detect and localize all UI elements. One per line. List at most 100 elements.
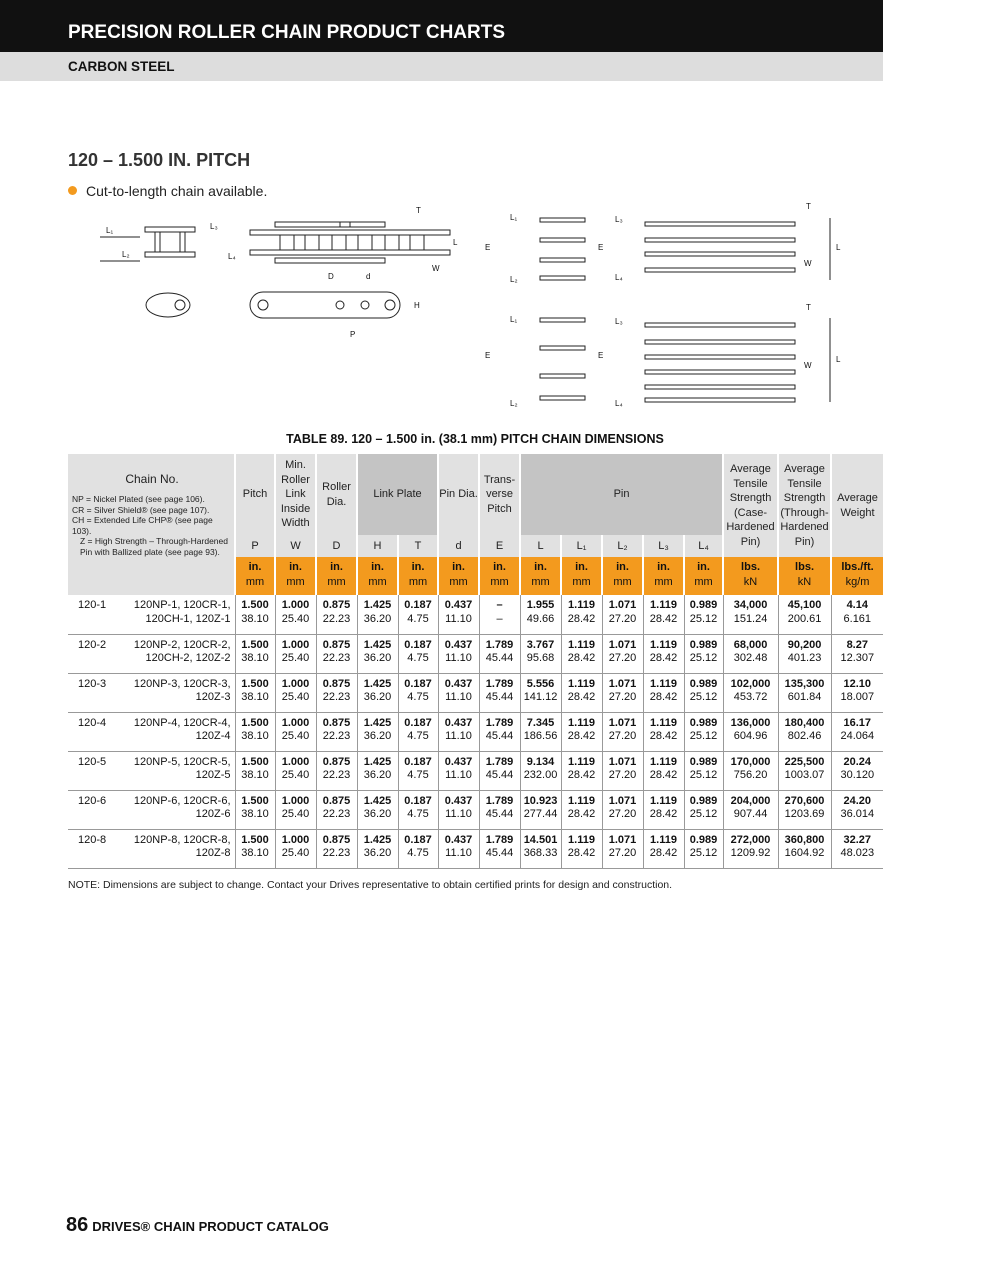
unit-cell: in. mm [642, 557, 685, 595]
value-cell: 32.27 48.023 [830, 829, 884, 869]
value-cell: 1.119 28.42 [560, 634, 603, 674]
value-cell: 1.425 36.20 [356, 634, 399, 674]
unit-cell: in. mm [601, 557, 644, 595]
chain-no: 120-4 [68, 712, 125, 752]
footer-title: DRIVES® CHAIN PRODUCT CATALOG [92, 1219, 329, 1234]
transverse-header: Trans-verse Pitch [478, 454, 521, 535]
value-cell: 1.955 49.66 [519, 595, 562, 635]
value-cell: 1.071 27.20 [601, 712, 644, 752]
value-cell: 1.425 36.20 [356, 673, 399, 713]
label-l4: L₄ [228, 252, 236, 261]
value-cell: – – [478, 595, 521, 635]
value-cell: 1.425 36.20 [356, 829, 399, 869]
label-e: E [485, 351, 490, 360]
value-cell: 225,500 1003.07 [777, 751, 832, 791]
unit-cell: in. mm [315, 557, 358, 595]
table-note: NOTE: Dimensions are subject to change. … [68, 878, 673, 891]
table-row: 120-4 120NP-4, 120CR-4, 120Z-4 1.500 38.10 1.… [68, 712, 884, 752]
value-cell: 1.425 36.20 [356, 595, 399, 635]
value-cell: 0.187 4.75 [397, 595, 439, 635]
unit-cell: in. mm [683, 557, 724, 595]
label-l3: L₃ [210, 222, 218, 231]
value-cell: 0.875 22.23 [315, 634, 358, 674]
value-cell: 0.875 22.23 [315, 751, 358, 791]
symbol-header: D [315, 535, 358, 557]
value-cell: 16.17 24.064 [830, 712, 884, 752]
value-cell: 0.875 22.23 [315, 790, 358, 830]
unit-cell: in. mm [274, 557, 317, 595]
value-cell: 1.000 25.40 [274, 673, 317, 713]
value-cell: 135,300 601.84 [777, 673, 832, 713]
unit-cell: in. mm [356, 557, 399, 595]
symbol-header: P [234, 535, 276, 557]
tensile-through-header: Average Tensile Strength (Through-Harden… [777, 454, 832, 557]
page-subheader: CARBON STEEL [0, 52, 883, 81]
weight-header: Average Weight [830, 454, 884, 557]
label-h: H [414, 301, 420, 310]
value-cell: 0.989 25.12 [683, 829, 724, 869]
bullet-dot-icon [68, 186, 77, 195]
label-l2: L₂ [510, 275, 518, 284]
section-title: 120 – 1.500 IN. PITCH [68, 150, 251, 170]
pin-header: Pin [519, 454, 724, 535]
chain-no: 120-1 [68, 595, 125, 635]
value-cell: 136,000 604.96 [722, 712, 779, 752]
table-row: 120-5 120NP-5, 120CR-5, 120Z-5 1.500 38.10 1.… [68, 751, 884, 791]
label-l4: L₄ [615, 273, 623, 282]
value-cell: 1.000 25.40 [274, 751, 317, 791]
pitch-header: Pitch [234, 454, 276, 535]
value-cell: 1.789 45.44 [478, 751, 521, 791]
value-cell: 1.000 25.40 [274, 829, 317, 869]
value-cell: 102,000 453.72 [722, 673, 779, 713]
value-cell: 0.989 25.12 [683, 790, 724, 830]
value-cell: 0.437 11.10 [437, 790, 480, 830]
value-cell: 14.501 368.33 [519, 829, 562, 869]
value-cell: 1.789 45.44 [478, 790, 521, 830]
label-w: W [804, 259, 812, 268]
value-cell: 1.119 28.42 [560, 751, 603, 791]
value-cell: 0.437 11.10 [437, 634, 480, 674]
value-cell: 1.789 45.44 [478, 829, 521, 869]
value-cell: 0.187 4.75 [397, 751, 439, 791]
value-cell: 90,200 401.23 [777, 634, 832, 674]
value-cell: 0.875 22.23 [315, 673, 358, 713]
label-d-pin: d [366, 272, 370, 281]
width-header: Min. Roller Link Inside Width [274, 454, 317, 535]
value-cell: 1.119 28.42 [560, 790, 603, 830]
value-cell: 1.071 27.20 [601, 595, 644, 635]
value-cell: 0.187 4.75 [397, 790, 439, 830]
value-cell: 0.989 25.12 [683, 595, 724, 635]
chain-no: 120-5 [68, 751, 125, 791]
label-w: W [432, 264, 440, 273]
value-cell: 0.437 11.10 [437, 829, 480, 869]
unit-cell: lbs. kN [722, 557, 779, 595]
label-l3: L₃ [615, 317, 623, 326]
unit-cell: lbs./ft. kg/m [830, 557, 884, 595]
label-l1: L₁ [510, 315, 517, 324]
value-cell: 1.119 28.42 [642, 751, 685, 791]
symbol-header: L₁ [560, 535, 603, 557]
value-cell: 34,000 151.24 [722, 595, 779, 635]
symbol-header: H [356, 535, 399, 557]
value-cell: 1.119 28.42 [642, 712, 685, 752]
label-e: E [598, 351, 603, 360]
label-l1: L₁ [106, 226, 113, 235]
chain-no-header: Chain No. NP = Nickel Plated (see page 1… [68, 454, 236, 595]
chain-no: 120-6 [68, 790, 125, 830]
table-row: 120-8 120NP-8, 120CR-8, 120Z-8 1.500 38.10 1.… [68, 829, 884, 869]
value-cell: 1.119 28.42 [560, 673, 603, 713]
symbol-header: E [478, 535, 521, 557]
value-cell: 1.071 27.20 [601, 790, 644, 830]
multi-strand-diagram: L₁ E L₂ L₃ E L₄ T W L L₁ E L₂ L₃ E L₄ T W L [485, 202, 841, 408]
value-cell: 0.989 25.12 [683, 712, 724, 752]
value-cell: 1.071 27.20 [601, 673, 644, 713]
chain-alternates: 120NP-4, 120CR-4, 120Z-4 [125, 712, 236, 752]
unit-cell: lbs. kN [777, 557, 832, 595]
label-d-roller: D [328, 272, 334, 281]
value-cell: 1.000 25.40 [274, 595, 317, 635]
value-cell: 1.119 28.42 [642, 790, 685, 830]
page-footer: 86 DRIVES® CHAIN PRODUCT CATALOG [66, 1214, 329, 1237]
chain-alternates: 120NP-8, 120CR-8, 120Z-8 [125, 829, 236, 869]
value-cell: 1.119 28.42 [642, 673, 685, 713]
